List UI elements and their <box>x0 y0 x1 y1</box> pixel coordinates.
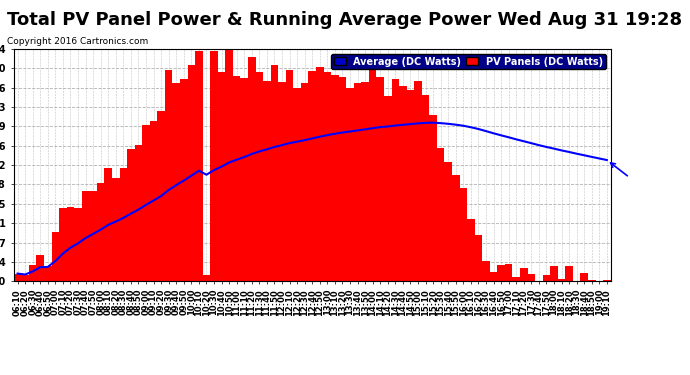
Bar <box>437 148 444 281</box>
Bar <box>391 80 399 281</box>
Bar <box>142 125 150 281</box>
Bar <box>233 76 240 281</box>
Bar <box>218 72 226 281</box>
Bar <box>377 77 384 281</box>
Bar <box>127 149 135 281</box>
Bar <box>384 96 391 281</box>
Bar <box>550 266 558 281</box>
Bar <box>475 235 482 281</box>
Bar <box>14 274 21 281</box>
Bar <box>460 188 467 281</box>
Bar <box>422 96 429 281</box>
Bar <box>210 51 218 281</box>
Bar <box>21 275 29 281</box>
Bar <box>429 115 437 281</box>
Bar <box>520 268 528 281</box>
Bar <box>203 275 210 281</box>
Bar <box>542 275 550 281</box>
Bar <box>263 81 270 281</box>
Bar <box>44 266 52 281</box>
Bar <box>414 81 422 281</box>
Bar <box>67 207 75 281</box>
Bar <box>180 79 188 281</box>
Bar <box>89 191 97 281</box>
Bar <box>226 49 233 281</box>
Bar <box>339 78 346 281</box>
Bar <box>82 191 89 281</box>
Bar <box>29 266 37 281</box>
Legend: Average (DC Watts), PV Panels (DC Watts): Average (DC Watts), PV Panels (DC Watts) <box>331 54 606 69</box>
Bar <box>452 175 460 281</box>
Bar <box>165 70 172 281</box>
Bar <box>354 83 362 281</box>
Bar <box>293 88 301 281</box>
Bar <box>255 72 263 281</box>
Bar <box>188 65 195 281</box>
Bar <box>112 178 119 281</box>
Bar <box>467 219 475 281</box>
Bar <box>580 273 588 281</box>
Bar <box>513 277 520 281</box>
Bar <box>399 87 406 281</box>
Bar <box>195 51 203 281</box>
Bar <box>270 65 278 281</box>
Bar <box>603 280 611 281</box>
Bar <box>278 82 286 281</box>
Bar <box>286 70 293 281</box>
Bar <box>59 208 67 281</box>
Bar <box>119 168 127 281</box>
Bar <box>324 72 331 281</box>
Bar <box>150 121 157 281</box>
Bar <box>369 70 377 281</box>
Bar <box>172 83 180 281</box>
Text: Copyright 2016 Cartronics.com: Copyright 2016 Cartronics.com <box>7 38 148 46</box>
Bar <box>331 75 339 281</box>
Bar <box>482 261 490 281</box>
Bar <box>308 71 316 281</box>
Bar <box>346 88 354 281</box>
Bar <box>528 274 535 281</box>
Bar <box>104 168 112 281</box>
Bar <box>497 265 505 281</box>
Bar <box>97 183 104 281</box>
Bar <box>406 90 414 281</box>
Bar <box>52 232 59 281</box>
Bar <box>301 83 308 281</box>
Bar <box>248 57 255 281</box>
Bar <box>240 78 248 281</box>
Bar <box>37 255 44 281</box>
Bar <box>135 145 142 281</box>
Bar <box>490 272 497 281</box>
Bar <box>565 266 573 281</box>
Bar <box>75 209 82 281</box>
Text: Total PV Panel Power & Running Average Power Wed Aug 31 19:28: Total PV Panel Power & Running Average P… <box>8 11 682 29</box>
Bar <box>316 67 324 281</box>
Bar <box>588 280 595 281</box>
Bar <box>558 279 565 281</box>
Bar <box>444 162 452 281</box>
Bar <box>505 264 513 281</box>
Bar <box>362 81 369 281</box>
Bar <box>157 111 165 281</box>
